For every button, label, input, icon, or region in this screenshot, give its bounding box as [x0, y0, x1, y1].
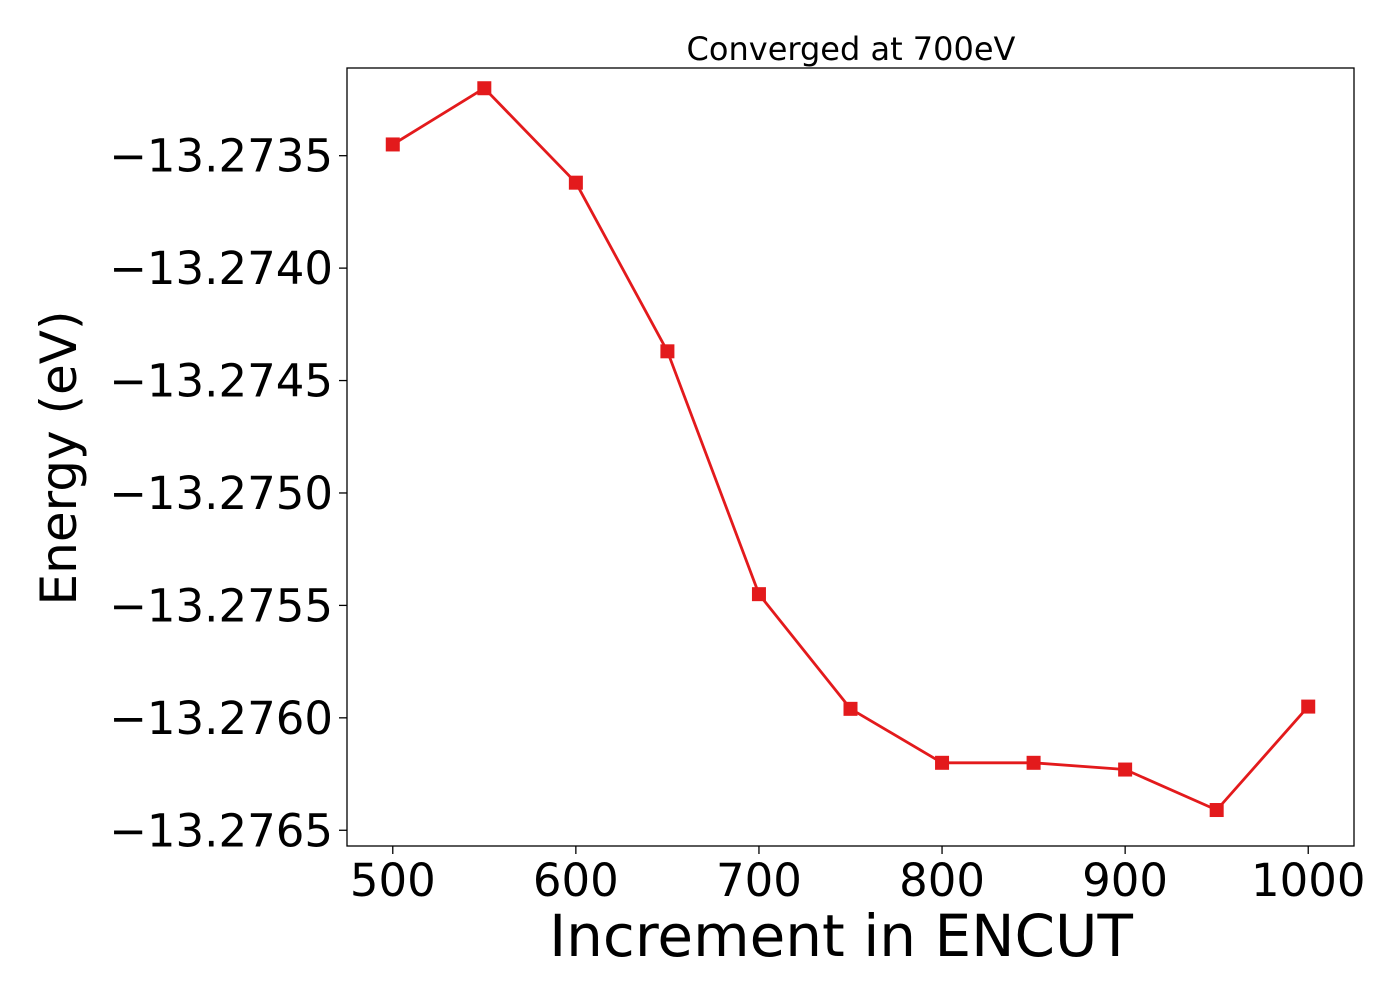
x-tick-label: 600 [533, 854, 619, 907]
x-tick-label: 1000 [1251, 854, 1366, 907]
y-tick-label: −13.2740 [109, 242, 333, 295]
y-tick-label: −13.2750 [109, 467, 333, 520]
data-point [1118, 762, 1133, 777]
x-tick-label: 800 [899, 854, 985, 907]
data-point [568, 175, 583, 190]
plot-marks: 500 600 700 800 900 1000 −13.2735 −13.2740 −13.2… [109, 81, 1365, 907]
plot-frame [346, 67, 1355, 847]
data-point [1026, 755, 1041, 770]
data-point [660, 344, 675, 359]
y-tick-label: −13.2760 [109, 692, 333, 745]
data-point [385, 137, 400, 152]
x-tick-label: 500 [350, 854, 436, 907]
y-tick-label: −13.2755 [109, 579, 333, 632]
y-tick-label: −13.2735 [109, 130, 333, 183]
y-tick-label: −13.2745 [109, 355, 333, 408]
data-point [1209, 803, 1224, 818]
data-point [935, 755, 950, 770]
data-point [751, 587, 766, 602]
data-point [1301, 699, 1316, 714]
data-point [843, 701, 858, 716]
y-axis-label: Energy (eV) [30, 311, 88, 606]
chart-title: Converged at 700eV [687, 30, 1016, 68]
x-tick-label: 700 [716, 854, 802, 907]
x-axis-label: Increment in ENCUT [549, 902, 1133, 970]
x-tick-label: 900 [1082, 854, 1168, 907]
y-tick-label: −13.2765 [109, 804, 333, 857]
data-point [477, 81, 492, 96]
series-line [392, 86, 1310, 812]
